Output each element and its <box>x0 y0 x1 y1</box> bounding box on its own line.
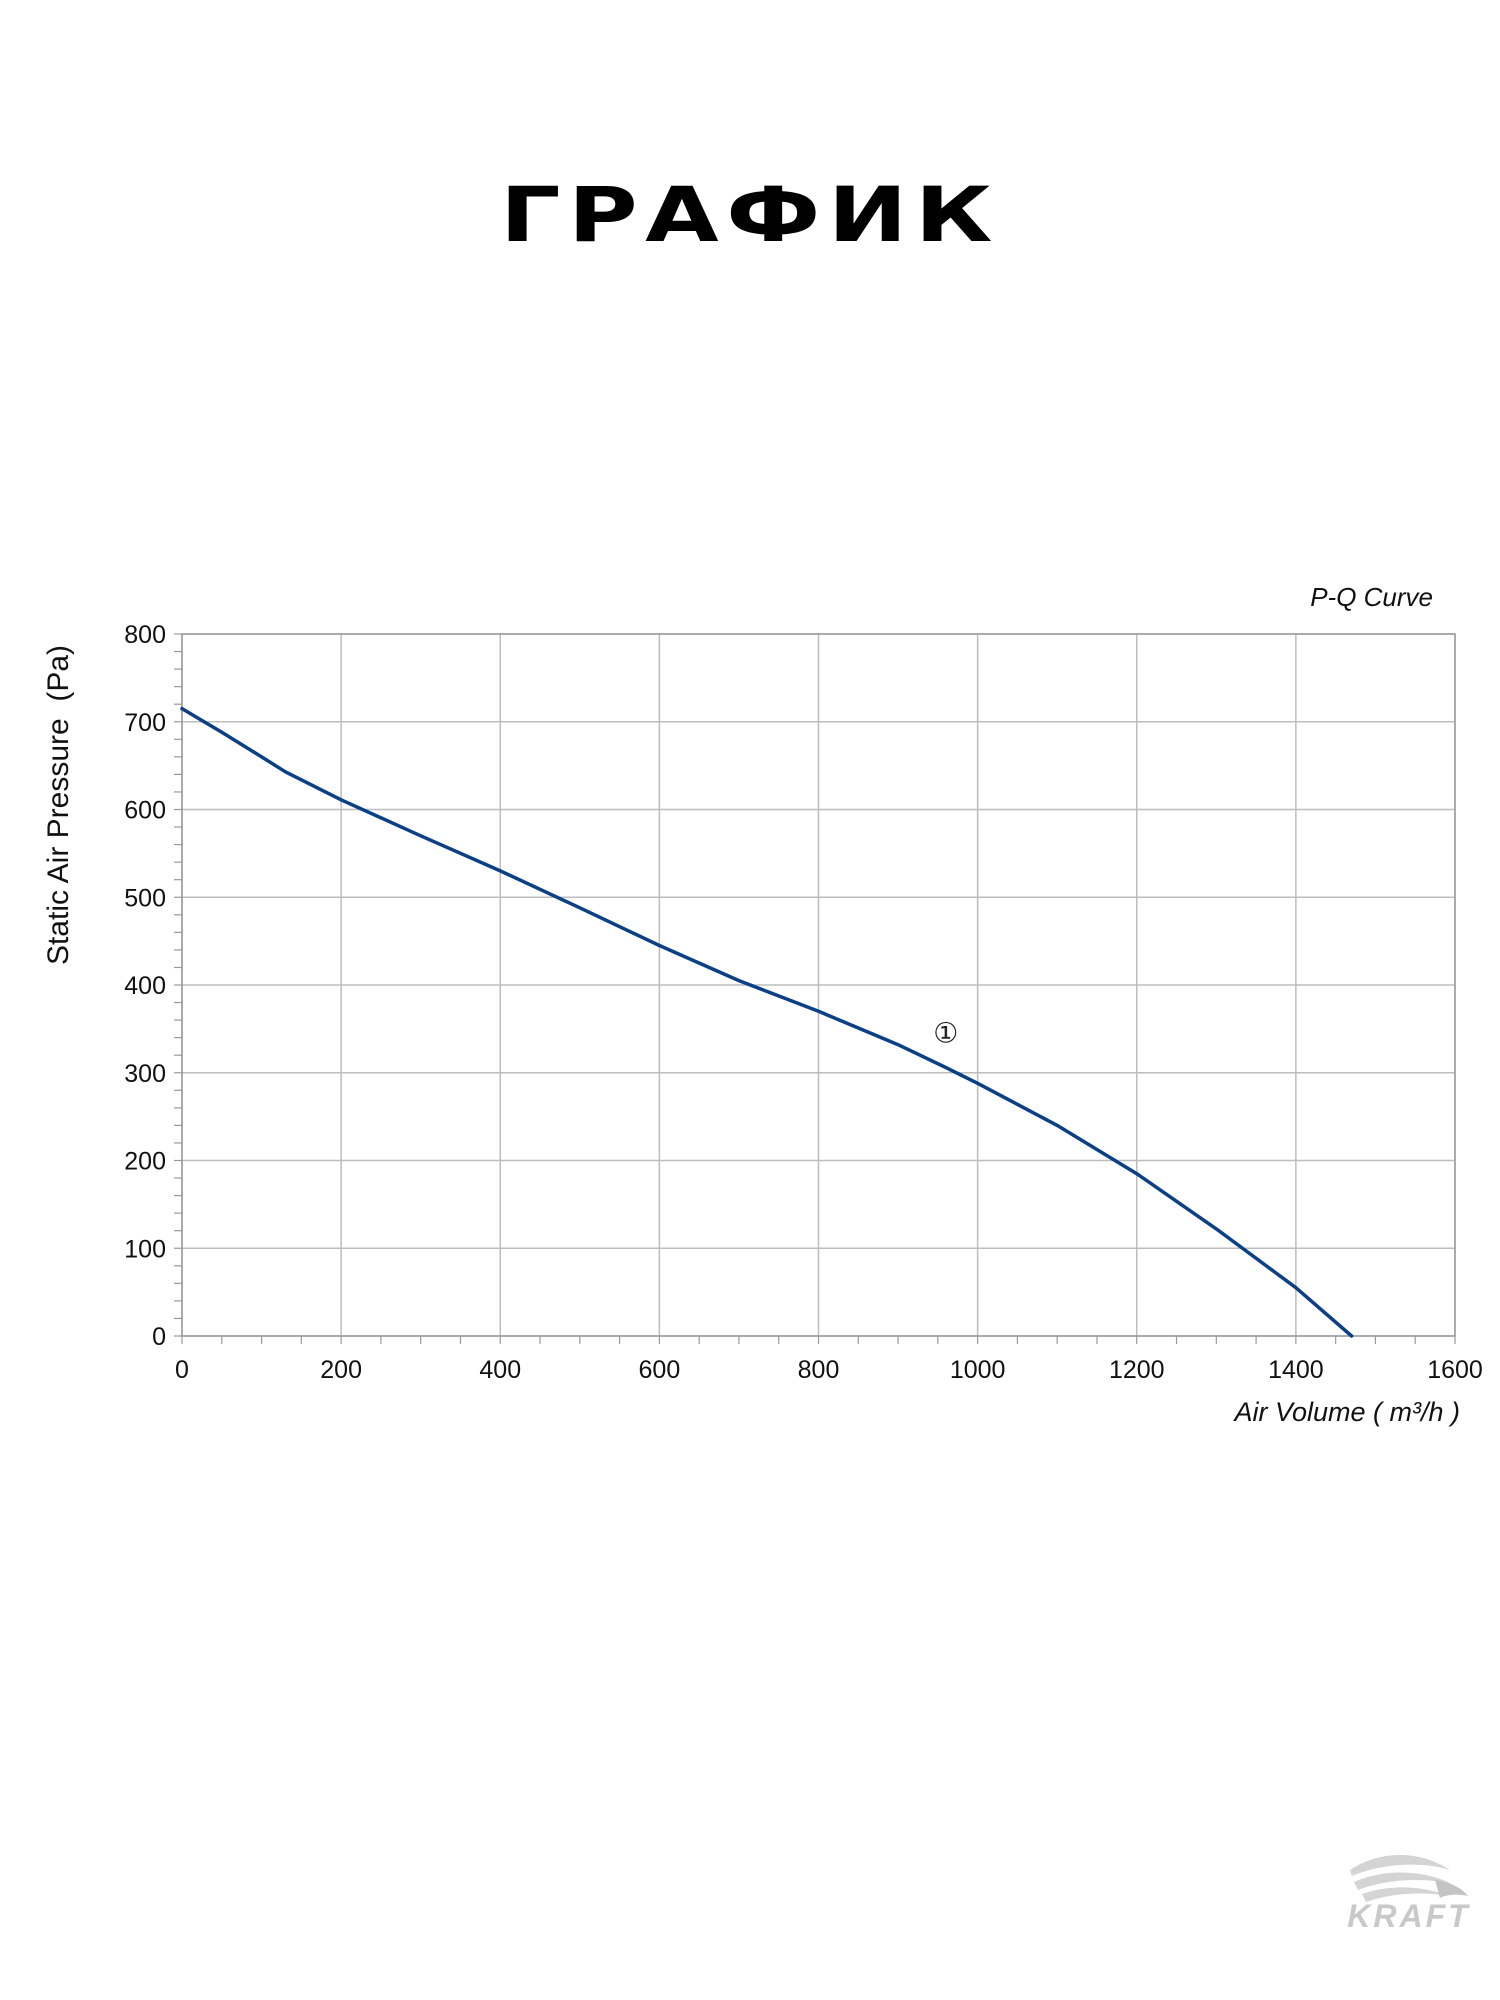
brand-name: KRAFT <box>1347 1898 1471 1934</box>
plot-frame <box>181 633 1456 1337</box>
x-tick-label: 800 <box>798 1356 840 1384</box>
x-tick-label: 1200 <box>1109 1356 1165 1384</box>
y-tick-label: 300 <box>124 1060 166 1088</box>
y-tick-label: 800 <box>124 621 166 649</box>
y-tick-label: 600 <box>124 797 166 825</box>
x-axis-label: Air Volume ( m³/h ) <box>1232 1397 1460 1427</box>
y-tick-label: 200 <box>124 1148 166 1176</box>
y-tick-label: 500 <box>124 884 166 912</box>
pq-curve-line <box>180 706 1354 1338</box>
curve-marker-label: ① <box>933 1016 958 1049</box>
x-tick-label: 600 <box>639 1356 681 1384</box>
y-tick-label: 700 <box>124 709 166 737</box>
page-title: ГРАФИК <box>499 170 1001 259</box>
x-tick-label: 1000 <box>950 1356 1006 1384</box>
x-tick-label: 1400 <box>1268 1356 1324 1384</box>
kraft-logo-icon <box>1350 1855 1468 1902</box>
y-axis-label: Static Air Pressure (Pa) <box>42 645 75 965</box>
chart-title: P-Q Curve <box>1310 582 1433 612</box>
x-tick-label: 1600 <box>1427 1356 1483 1384</box>
x-tick-label: 0 <box>175 1356 189 1384</box>
y-tick-label: 400 <box>124 972 166 1000</box>
y-tick-label: 100 <box>124 1235 166 1263</box>
y-tick-label: 0 <box>152 1323 166 1351</box>
x-tick-label: 200 <box>320 1356 362 1384</box>
x-tick-label: 400 <box>479 1356 521 1384</box>
